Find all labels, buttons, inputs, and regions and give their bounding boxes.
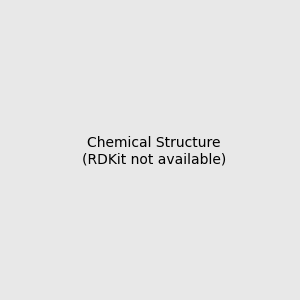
Text: Chemical Structure
(RDKit not available): Chemical Structure (RDKit not available)	[82, 136, 226, 166]
